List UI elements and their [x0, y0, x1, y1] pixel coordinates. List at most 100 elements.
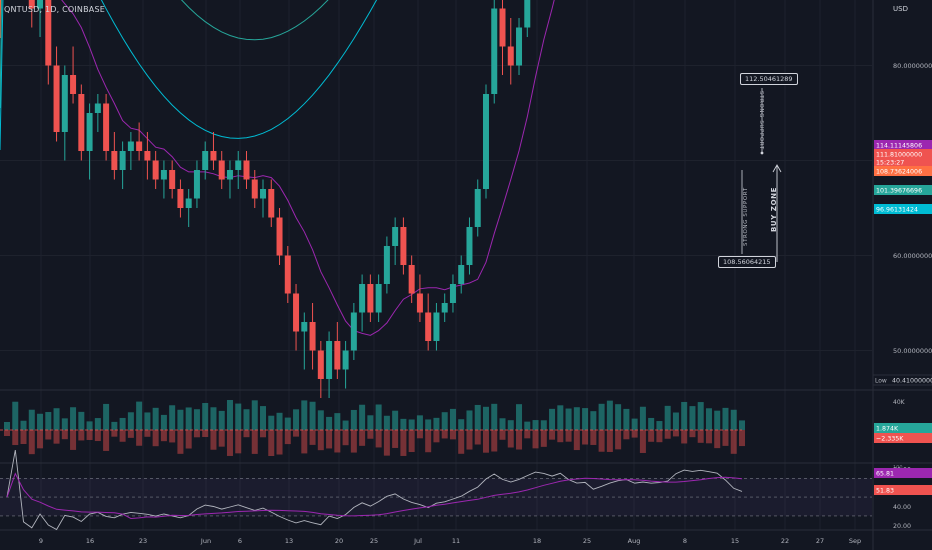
- price-marker-label: 114.11145806: [876, 142, 922, 149]
- price-tick-label: 60.00000000: [893, 252, 932, 260]
- candle-body: [449, 284, 456, 303]
- candle: [516, 18, 523, 75]
- volume-bar-up: [681, 401, 688, 430]
- volume-bar-up: [210, 407, 217, 430]
- volume-bar-up: [582, 408, 589, 430]
- rsi-marker-label: 65.81: [876, 470, 894, 477]
- candle: [400, 217, 407, 275]
- volume-bar-down: [94, 430, 101, 442]
- volume-bar-down: [392, 430, 399, 448]
- price-marker-label: 15:23:27: [876, 159, 904, 166]
- volume-bar-down: [507, 430, 514, 448]
- volume-bar-up: [730, 409, 737, 430]
- candle: [482, 84, 489, 199]
- volume-bar-up: [127, 412, 134, 430]
- volume-bar-up: [573, 407, 580, 430]
- volume-bar-down: [466, 430, 473, 450]
- volume-bar-up: [458, 419, 465, 430]
- volume-bar-up: [507, 420, 514, 430]
- ma-line-purple: [61, 0, 555, 336]
- candle-body: [103, 103, 110, 151]
- candle-body: [202, 151, 209, 170]
- low-tag-bg: [872, 374, 932, 386]
- candle: [342, 341, 349, 389]
- candle-body: [433, 312, 440, 341]
- time-tick-label: 15: [731, 537, 739, 545]
- candle: [177, 179, 184, 218]
- candle-body: [78, 94, 85, 151]
- price-tick-label: 80.00000000: [893, 62, 932, 70]
- volume-bar-up: [648, 417, 655, 430]
- candle-body: [45, 0, 52, 66]
- candle: [185, 189, 192, 227]
- volume-bar-down: [532, 430, 539, 449]
- volume-bar-up: [425, 419, 432, 430]
- moving-average-lines: [0, 0, 555, 336]
- volume-bar-down: [284, 430, 291, 445]
- volume-bar-up: [152, 407, 159, 430]
- volume-bar-down: [144, 430, 151, 437]
- candle: [53, 46, 60, 142]
- candle: [202, 141, 209, 180]
- volume-bar-down: [185, 430, 192, 449]
- candle-body: [383, 246, 390, 284]
- volume-bar-down: [326, 430, 333, 449]
- volume-bar-up: [309, 401, 316, 430]
- candle: [425, 293, 432, 351]
- candle-body: [458, 265, 465, 284]
- price-marker-label: 108.73624006: [876, 168, 922, 175]
- volume-bar-down: [714, 430, 721, 449]
- volume-bar-down: [383, 430, 390, 456]
- volume-bar-down: [160, 430, 167, 442]
- volume-bar-up: [12, 401, 19, 430]
- volume-bar-up: [160, 414, 167, 430]
- candle: [152, 151, 159, 189]
- candle: [458, 255, 465, 294]
- volume-bar-up: [28, 409, 35, 430]
- time-tick-label: 13: [285, 537, 293, 545]
- candle-body: [94, 103, 101, 113]
- volume-bar-up: [664, 405, 671, 430]
- candle: [375, 274, 382, 322]
- candle-body: [218, 160, 225, 180]
- volume-bar-down: [549, 430, 556, 440]
- volume-bar-up: [623, 408, 630, 430]
- volume-bar-down: [565, 430, 572, 442]
- volume-bar-down: [449, 430, 456, 440]
- price-marker-label-bg: [874, 166, 932, 176]
- candle: [474, 179, 481, 237]
- volume-bar-down: [557, 430, 564, 443]
- volume-bar-up: [268, 415, 275, 430]
- volume-bar-up: [226, 400, 233, 430]
- annotation-arrows: [741, 88, 782, 262]
- candle-body: [301, 322, 308, 332]
- volume-bar-down: [53, 430, 60, 444]
- volume-bar-down: [235, 430, 242, 454]
- candle: [392, 217, 399, 265]
- volume-bar-up: [383, 415, 390, 430]
- candle: [449, 274, 456, 313]
- volume-bar-down: [103, 430, 110, 451]
- price-marker-label-bg: [874, 140, 932, 150]
- volume-bar-up: [739, 420, 745, 430]
- candle: [86, 103, 93, 180]
- time-tick-label: 8: [683, 537, 687, 545]
- volume-bar-down: [524, 430, 531, 439]
- volume-bar-down: [631, 430, 638, 438]
- volume-bar-down: [416, 430, 423, 439]
- volume-bar-down: [606, 430, 613, 452]
- candle-body: [342, 350, 349, 370]
- candle-body: [235, 160, 242, 170]
- time-tick-label: 27: [816, 537, 824, 545]
- volume-bar-down: [301, 430, 308, 454]
- candle-body: [392, 227, 399, 246]
- candle: [301, 312, 308, 370]
- volume-bar-down: [375, 430, 382, 448]
- candle: [251, 170, 258, 208]
- rsi-signal-line: [6, 472, 743, 520]
- volume-bar-up: [86, 421, 93, 430]
- volume-bar-down: [268, 430, 275, 456]
- candle: [367, 274, 374, 322]
- candle-body: [474, 189, 481, 227]
